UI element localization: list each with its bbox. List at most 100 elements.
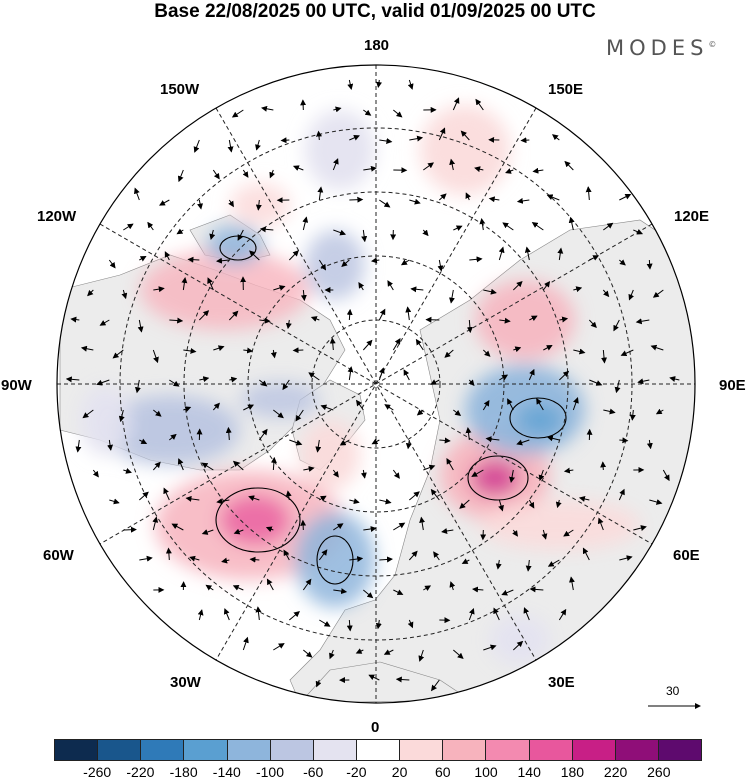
wind-vector-arrow bbox=[228, 310, 239, 321]
wind-vector-arrow bbox=[507, 398, 514, 411]
wind-vector-arrow bbox=[80, 345, 94, 352]
wind-vector-arrow bbox=[229, 376, 238, 383]
anomaly-positive-central-asia bbox=[480, 500, 640, 550]
wind-vector-arrow bbox=[465, 427, 472, 441]
wind-vector-arrow bbox=[564, 160, 574, 171]
wind-vector-arrow bbox=[409, 135, 424, 142]
wind-vector-arrow bbox=[152, 349, 159, 364]
wind-vector-arrow bbox=[619, 437, 629, 444]
wind-vector-arrow bbox=[600, 461, 607, 471]
wind-vector-arrow bbox=[483, 644, 497, 651]
wind-vector-arrow bbox=[669, 376, 680, 382]
wind-vector-arrow bbox=[273, 409, 284, 419]
wind-vector-arrow bbox=[423, 162, 435, 171]
wind-vector-arrow bbox=[243, 347, 254, 354]
wind-vector-arrow bbox=[177, 169, 184, 183]
wind-vector-arrow bbox=[363, 589, 374, 599]
wind-vector-arrow bbox=[502, 222, 514, 231]
contour-western-siberia bbox=[509, 397, 567, 439]
wind-vector-arrow bbox=[216, 257, 230, 264]
wind-vector-arrow bbox=[316, 130, 322, 141]
wind-vector-arrow bbox=[358, 282, 365, 291]
wind-vector-arrow bbox=[107, 439, 114, 451]
wind-vector-arrow bbox=[529, 586, 544, 593]
wind-vector-arrow bbox=[516, 197, 530, 204]
wind-vector-arrow bbox=[384, 404, 394, 411]
anomaly-negative-western-siberia-core bbox=[518, 405, 562, 435]
wind-vector-arrow bbox=[134, 187, 140, 201]
colorbar-tick-label: 220 bbox=[603, 764, 628, 780]
wind-vector-arrow bbox=[415, 338, 424, 351]
wind-vector-arrow bbox=[159, 199, 170, 206]
wind-vector-arrow bbox=[201, 529, 214, 535]
wind-vector-arrow bbox=[355, 648, 364, 654]
wind-vector-arrow bbox=[629, 409, 636, 421]
colorbar-tick-label: -260 bbox=[83, 764, 112, 780]
wind-vector-arrow bbox=[329, 337, 336, 351]
wind-vector-arrow bbox=[430, 488, 440, 501]
wind-vector-arrow bbox=[475, 98, 484, 111]
wind-vector-arrow bbox=[552, 134, 560, 141]
wind-vector-arrow bbox=[379, 498, 392, 505]
wind-vector-arrow bbox=[482, 399, 490, 411]
wind-vector-arrow bbox=[137, 319, 144, 333]
contour-western-russia bbox=[467, 455, 529, 501]
wind-vector-arrow bbox=[408, 550, 418, 561]
wind-vector-arrow bbox=[318, 549, 328, 561]
wind-vector-arrow bbox=[418, 649, 425, 662]
wind-vector-arrow bbox=[547, 559, 560, 567]
colorbar-box-13 bbox=[615, 740, 659, 760]
wind-vector-arrow bbox=[393, 109, 403, 118]
wind-vector-arrow bbox=[509, 469, 515, 483]
wind-vector-arrow bbox=[193, 139, 200, 153]
wind-vector-arrow bbox=[558, 608, 567, 621]
wind-vector-arrow bbox=[409, 491, 420, 501]
wind-vector-arrow bbox=[460, 130, 470, 141]
wind-vector-arrow bbox=[223, 608, 230, 621]
wind-vector-arrow bbox=[349, 196, 364, 203]
wind-vector-arrow bbox=[603, 222, 614, 231]
wind-vector-arrow bbox=[532, 167, 544, 174]
wind-vector-arrow bbox=[363, 165, 377, 172]
wind-vector-arrow bbox=[92, 469, 99, 478]
colorbar-box-11 bbox=[529, 740, 573, 760]
wind-vector-arrow bbox=[258, 428, 268, 441]
anomaly-negative-beaufort bbox=[305, 230, 365, 300]
wind-vector-arrow bbox=[378, 367, 385, 381]
meridian-label-30e: 30E bbox=[548, 674, 575, 691]
wind-vector-arrow bbox=[371, 438, 380, 445]
wind-vector-arrow bbox=[528, 499, 535, 509]
wind-vector-arrow bbox=[227, 139, 234, 153]
wind-vector-arrow bbox=[255, 199, 262, 211]
wind-vector-arrow bbox=[300, 289, 307, 302]
wind-vector-arrow bbox=[332, 469, 339, 478]
wind-vector-arrow bbox=[469, 256, 483, 263]
wind-vector-arrow bbox=[225, 426, 232, 441]
wind-vector-arrow bbox=[542, 281, 551, 291]
wind-vector-arrow bbox=[177, 458, 184, 471]
wind-vector-arrow bbox=[121, 289, 128, 300]
wind-vector-arrow bbox=[546, 435, 560, 442]
wind-vector-arrow bbox=[597, 517, 604, 531]
wind-vector-arrow bbox=[516, 439, 530, 446]
wind-vector-arrow bbox=[472, 586, 484, 593]
wind-vector-arrow bbox=[341, 259, 350, 268]
wind-vector-arrow bbox=[655, 408, 664, 415]
wind-vector-arrow bbox=[339, 439, 350, 446]
wind-vector-arrow bbox=[153, 286, 165, 293]
reference-vector-label: 30 bbox=[666, 684, 680, 698]
anomaly-positive-north-atlantic-core bbox=[220, 495, 290, 545]
wind-vector-arrow bbox=[423, 585, 432, 592]
wind-vector-arrow bbox=[147, 221, 154, 231]
wind-vector-arrow bbox=[134, 379, 141, 394]
colorbar bbox=[54, 739, 702, 761]
wind-vector-arrow bbox=[541, 529, 548, 540]
meridian-label-120w: 120W bbox=[37, 208, 77, 225]
anomaly-positive-greenland-sea bbox=[300, 420, 360, 490]
wind-vector-arrow bbox=[346, 308, 353, 321]
wind-vector-arrow bbox=[302, 216, 309, 231]
wind-vector-arrow bbox=[259, 226, 274, 233]
wind-vector-arrow bbox=[169, 317, 184, 324]
colorbar-box-12 bbox=[572, 740, 616, 760]
wind-vector-arrow bbox=[123, 526, 137, 533]
